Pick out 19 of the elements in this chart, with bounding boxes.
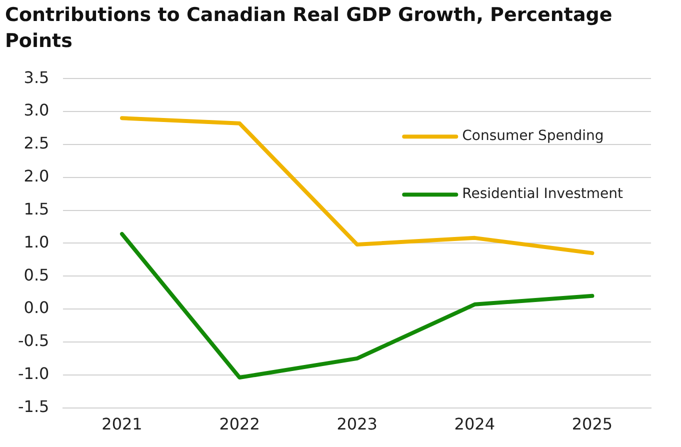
x-tick-label: 2024: [454, 414, 496, 434]
chart-title: Contributions to Canadian Real GDP Growth, Percentage Points: [5, 3, 614, 54]
y-tick-label: -1.5: [18, 396, 50, 416]
legend-label: Residential Investment: [462, 186, 624, 202]
y-tick-label: 1.0: [24, 232, 50, 252]
x-tick-label: 2023: [336, 414, 378, 434]
x-tick-label: 2022: [219, 414, 260, 434]
y-tick-label: 3.5: [24, 68, 50, 87]
y-tick-label: 3.0: [24, 100, 50, 120]
y-tick-label: 2.5: [24, 134, 50, 153]
x-tick-label: 2021: [102, 414, 142, 434]
x-tick-label: 2025: [572, 414, 613, 434]
y-tick-label: -0.5: [18, 331, 50, 350]
legend-label: Consumer Spending: [462, 128, 604, 144]
y-tick-label: -1.0: [18, 364, 50, 384]
y-tick-label: 0.5: [24, 265, 50, 284]
y-tick-label: 2.0: [24, 166, 50, 186]
y-tick-label: 1.5: [24, 199, 50, 218]
y-tick-label: 0.0: [24, 298, 50, 318]
